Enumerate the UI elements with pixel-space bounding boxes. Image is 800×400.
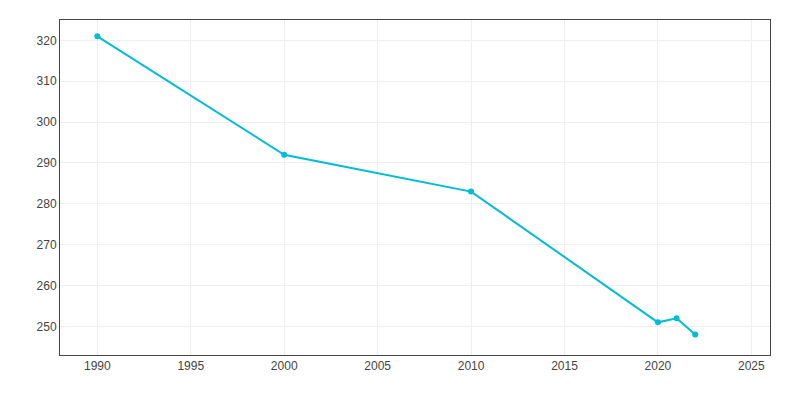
svg-text:270: 270 [37, 238, 57, 252]
svg-text:2020: 2020 [645, 359, 672, 373]
svg-text:280: 280 [37, 197, 57, 211]
svg-text:260: 260 [37, 279, 57, 293]
svg-text:300: 300 [37, 115, 57, 129]
svg-text:2015: 2015 [551, 359, 578, 373]
svg-text:2010: 2010 [458, 359, 485, 373]
svg-text:310: 310 [37, 74, 57, 88]
svg-text:1990: 1990 [84, 359, 111, 373]
svg-text:2005: 2005 [364, 359, 391, 373]
svg-text:250: 250 [37, 320, 57, 334]
svg-text:320: 320 [37, 34, 57, 48]
svg-text:1995: 1995 [177, 359, 204, 373]
svg-text:2025: 2025 [738, 359, 765, 373]
svg-text:2000: 2000 [271, 359, 298, 373]
svg-text:290: 290 [37, 156, 57, 170]
